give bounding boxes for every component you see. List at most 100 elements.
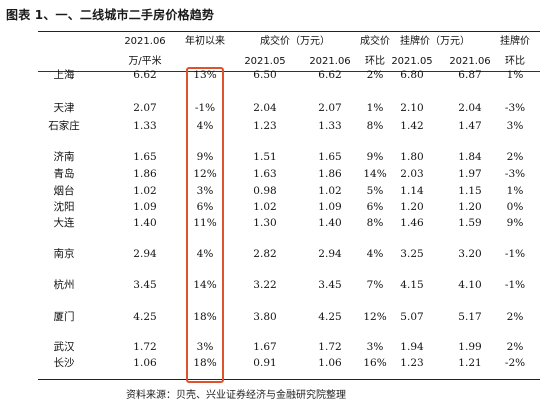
- table-cell-list-jun: 1.97: [458, 168, 482, 180]
- table-cell-price: 1.86: [133, 168, 157, 180]
- rule-top: [38, 31, 540, 32]
- table-cell-deal-jun: 1.09: [318, 201, 342, 213]
- table-cell-list-mom: -1%: [504, 279, 526, 291]
- table-cell-ytd: -1%: [194, 102, 216, 114]
- table-cell-deal-may: 3.22: [253, 279, 277, 291]
- source-note: 资料来源：贝壳、兴业证券经济与金融研究院整理: [126, 390, 346, 401]
- table-cell-list-may: 6.80: [400, 69, 424, 81]
- table-cell-deal-jun: 2.94: [318, 248, 342, 260]
- table-cell-ytd: 4%: [196, 248, 214, 260]
- table-cell-price: 2.07: [133, 102, 157, 114]
- table-cell-ytd: 11%: [193, 217, 217, 229]
- table-cell-deal-jun: 1.86: [318, 168, 342, 180]
- city-name: 上海: [53, 69, 75, 81]
- table-cell-list-jun: 4.10: [458, 279, 482, 291]
- table-cell-list-mom: 9%: [506, 217, 524, 229]
- table-cell-deal-may: 3.80: [253, 311, 277, 323]
- table-cell-list-jun: 1.84: [458, 151, 482, 163]
- table-cell-list-mom: 3%: [506, 120, 524, 132]
- table-cell-list-mom: -2%: [504, 357, 526, 369]
- table-cell-list-mom: 2%: [506, 151, 524, 163]
- city-name: 南京: [53, 248, 75, 260]
- table-cell-deal-mom: 14%: [363, 168, 387, 180]
- table-cell-deal-may: 1.51: [253, 151, 277, 163]
- table-cell-deal-may: 0.91: [253, 357, 277, 369]
- table-cell-deal-mom: 9%: [366, 151, 384, 163]
- header-cell: 年初以来: [185, 36, 225, 47]
- table-cell-ytd: 3%: [196, 341, 214, 353]
- table-cell-ytd: 18%: [193, 311, 217, 323]
- table-cell-price: 4.25: [133, 311, 157, 323]
- table-cell-deal-jun: 2.07: [318, 102, 342, 114]
- rule-header-bottom: [38, 71, 540, 72]
- rule-bottom: [38, 379, 540, 380]
- city-name: 大连: [53, 217, 75, 229]
- city-name: 青岛: [53, 168, 75, 180]
- table-cell-deal-mom: 4%: [366, 248, 384, 260]
- table-cell-deal-may: 2.82: [253, 248, 277, 260]
- header-cell: 2021.05: [244, 56, 286, 67]
- table-cell-list-may: 1.42: [400, 120, 424, 132]
- table-cell-ytd: 13%: [193, 69, 217, 81]
- table-cell-deal-may: 1.67: [253, 341, 277, 353]
- table-cell-ytd: 12%: [193, 168, 217, 180]
- table-cell-deal-mom: 1%: [366, 102, 384, 114]
- table-cell-deal-mom: 3%: [366, 341, 384, 353]
- table-cell-deal-jun: 3.45: [318, 279, 342, 291]
- city-name: 天津: [53, 102, 75, 114]
- table-cell-list-may: 3.25: [400, 248, 424, 260]
- table-cell-list-may: 1.23: [400, 357, 424, 369]
- header-cell: 2021.06: [124, 36, 166, 47]
- city-name: 杭州: [53, 279, 75, 291]
- table-cell-deal-mom: 8%: [366, 217, 384, 229]
- header-cell: 2021.06: [449, 56, 491, 67]
- table-cell-list-may: 1.14: [400, 185, 424, 197]
- city-name: 武汉: [53, 341, 75, 353]
- table-cell-ytd: 6%: [196, 201, 214, 213]
- table-cell-price: 1.06: [133, 357, 157, 369]
- table-cell-deal-may: 1.23: [253, 120, 277, 132]
- table-cell-deal-jun: 1.72: [318, 341, 342, 353]
- table-cell-list-mom: -1%: [504, 248, 526, 260]
- city-name: 沈阳: [53, 201, 75, 213]
- table-cell-ytd: 3%: [196, 185, 214, 197]
- header-cell: 万/平米: [128, 56, 162, 67]
- table-cell-deal-mom: 6%: [366, 201, 384, 213]
- table-cell-price: 1.33: [133, 120, 157, 132]
- table-cell-price: 3.45: [133, 279, 157, 291]
- table-cell-list-mom: 0%: [506, 201, 524, 213]
- table-cell-list-jun: 1.21: [458, 357, 482, 369]
- header-cell: 成交价（万元）: [260, 36, 330, 47]
- header-cell: 环比: [365, 56, 385, 67]
- table-cell-price: 1.65: [133, 151, 157, 163]
- table-cell-deal-may: 2.04: [253, 102, 277, 114]
- table-cell-list-jun: 1.47: [458, 120, 482, 132]
- figure-title: 图表 1、一、二线城市二手房价格趋势: [6, 8, 215, 22]
- table-cell-deal-may: 1.30: [253, 217, 277, 229]
- table-cell-list-mom: -3%: [504, 102, 526, 114]
- table-cell-list-may: 2.10: [400, 102, 424, 114]
- table-cell-list-may: 1.94: [400, 341, 424, 353]
- city-name: 石家庄: [48, 120, 80, 132]
- table-cell-deal-may: 6.50: [253, 69, 277, 81]
- table-cell-deal-mom: 5%: [366, 185, 384, 197]
- city-name: 烟台: [53, 185, 75, 197]
- table-cell-list-may: 5.07: [400, 311, 424, 323]
- header-cell: 挂牌价: [500, 36, 530, 47]
- table-cell-list-mom: 2%: [506, 311, 524, 323]
- table-cell-list-jun: 1.15: [458, 185, 482, 197]
- table-cell-list-may: 1.20: [400, 201, 424, 213]
- table-cell-list-jun: 3.20: [458, 248, 482, 260]
- table-cell-deal-mom: 7%: [366, 279, 384, 291]
- header-cell: 挂牌价（万元）: [400, 36, 470, 47]
- table-cell-deal-jun: 1.06: [318, 357, 342, 369]
- table-cell-list-jun: 5.17: [458, 311, 482, 323]
- table-cell-deal-mom: 8%: [366, 120, 384, 132]
- table-cell-deal-may: 0.98: [253, 185, 277, 197]
- table-cell-price: 6.62: [133, 69, 157, 81]
- table-cell-list-mom: 2%: [506, 341, 524, 353]
- table-cell-deal-mom: 2%: [366, 69, 384, 81]
- table-cell-deal-jun: 1.40: [318, 217, 342, 229]
- table-cell-ytd: 9%: [196, 151, 214, 163]
- header-cell: 2021.06: [309, 56, 351, 67]
